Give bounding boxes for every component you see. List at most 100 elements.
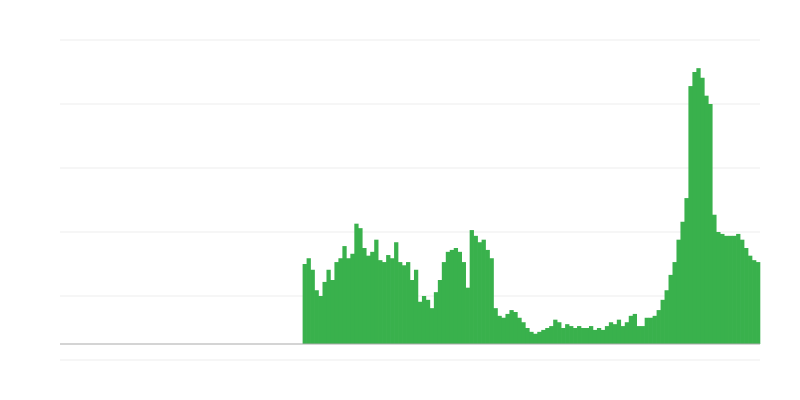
bar-79 — [374, 239, 379, 344]
bar-119 — [533, 333, 538, 344]
bar-132 — [585, 328, 590, 344]
bar-102 — [465, 287, 470, 344]
bar-61 — [302, 264, 307, 344]
bar-131 — [581, 328, 586, 344]
bar-76 — [362, 248, 367, 344]
bar-170 — [736, 233, 741, 344]
bar-88 — [410, 280, 415, 344]
bar-157 — [684, 198, 689, 344]
bar-73 — [350, 253, 355, 344]
bar-109 — [493, 308, 498, 344]
bar-166 — [720, 233, 725, 344]
bar-117 — [525, 328, 530, 344]
bar-144 — [632, 313, 638, 344]
bar-63 — [310, 269, 315, 344]
bar-133 — [588, 326, 594, 344]
bar-107 — [485, 249, 490, 344]
bar-104 — [473, 235, 478, 344]
bar-111 — [501, 317, 506, 344]
bar-71 — [342, 246, 347, 344]
gridlines — [60, 39, 760, 361]
bar-90 — [417, 301, 423, 344]
bar-103 — [469, 230, 474, 344]
bar-125 — [557, 322, 562, 344]
bar-172 — [744, 248, 749, 344]
bar-149 — [652, 315, 657, 344]
bar-84 — [394, 242, 399, 344]
bar-162 — [704, 95, 709, 345]
bar-97 — [445, 251, 451, 344]
bar-110 — [497, 315, 502, 344]
bar-171 — [740, 239, 745, 344]
bar-72 — [346, 258, 351, 344]
bar-120 — [537, 331, 542, 344]
bar-68 — [330, 280, 335, 344]
bar-77 — [366, 255, 371, 344]
bar-95 — [437, 280, 443, 344]
bar-173 — [748, 255, 753, 344]
bar-93 — [429, 308, 435, 344]
bar-98 — [449, 249, 455, 344]
bar-65 — [318, 296, 323, 344]
bar-101 — [461, 262, 466, 344]
bar-112 — [505, 313, 510, 344]
bar-94 — [433, 292, 439, 344]
bar-99 — [453, 248, 459, 344]
bar-108 — [489, 258, 494, 344]
bar-139 — [612, 324, 618, 344]
bar-89 — [413, 269, 419, 344]
bar-96 — [441, 262, 447, 344]
bar-154 — [672, 262, 677, 344]
bar-92 — [425, 299, 431, 344]
bar-62 — [306, 258, 311, 344]
bar-116 — [521, 322, 526, 344]
bar-124 — [553, 319, 558, 344]
bar-141 — [620, 326, 626, 344]
bar-128 — [569, 326, 574, 344]
bar-169 — [732, 235, 737, 344]
bar-91 — [421, 296, 427, 344]
bar-114 — [513, 312, 518, 344]
bar-130 — [577, 326, 582, 344]
bar-126 — [561, 328, 566, 344]
bar-146 — [640, 326, 645, 344]
bar-80 — [378, 260, 383, 344]
bar-66 — [322, 281, 327, 344]
bar-123 — [549, 326, 554, 344]
bar-122 — [545, 328, 550, 344]
bar-164 — [712, 214, 717, 344]
bar-137 — [604, 326, 610, 344]
bar-175 — [756, 262, 761, 344]
bar-159 — [692, 72, 697, 344]
bar-160 — [696, 68, 701, 344]
bar-67 — [326, 269, 331, 344]
bar-129 — [573, 328, 578, 344]
bar-150 — [656, 310, 661, 344]
bar-100 — [457, 251, 463, 344]
bar-75 — [358, 228, 363, 344]
bar-74 — [354, 223, 359, 344]
bar-83 — [390, 258, 395, 344]
bar-82 — [386, 255, 391, 344]
bar-86 — [402, 265, 407, 344]
bar-156 — [680, 221, 685, 344]
bar-152 — [664, 290, 669, 344]
bar-121 — [541, 329, 546, 344]
bar-151 — [660, 299, 665, 344]
bar-87 — [406, 262, 411, 344]
bar-148 — [648, 317, 653, 344]
bar-135 — [596, 328, 602, 344]
bar-143 — [628, 315, 634, 344]
bar-153 — [668, 274, 673, 344]
bar-81 — [382, 262, 387, 344]
bar-118 — [529, 331, 534, 344]
bar-113 — [509, 310, 514, 344]
bar-155 — [676, 239, 681, 344]
bar-138 — [608, 322, 614, 344]
bar-142 — [624, 322, 630, 344]
bar-163 — [708, 104, 713, 344]
bar-147 — [644, 317, 649, 344]
bar-105 — [477, 242, 482, 344]
bar-127 — [565, 324, 570, 344]
